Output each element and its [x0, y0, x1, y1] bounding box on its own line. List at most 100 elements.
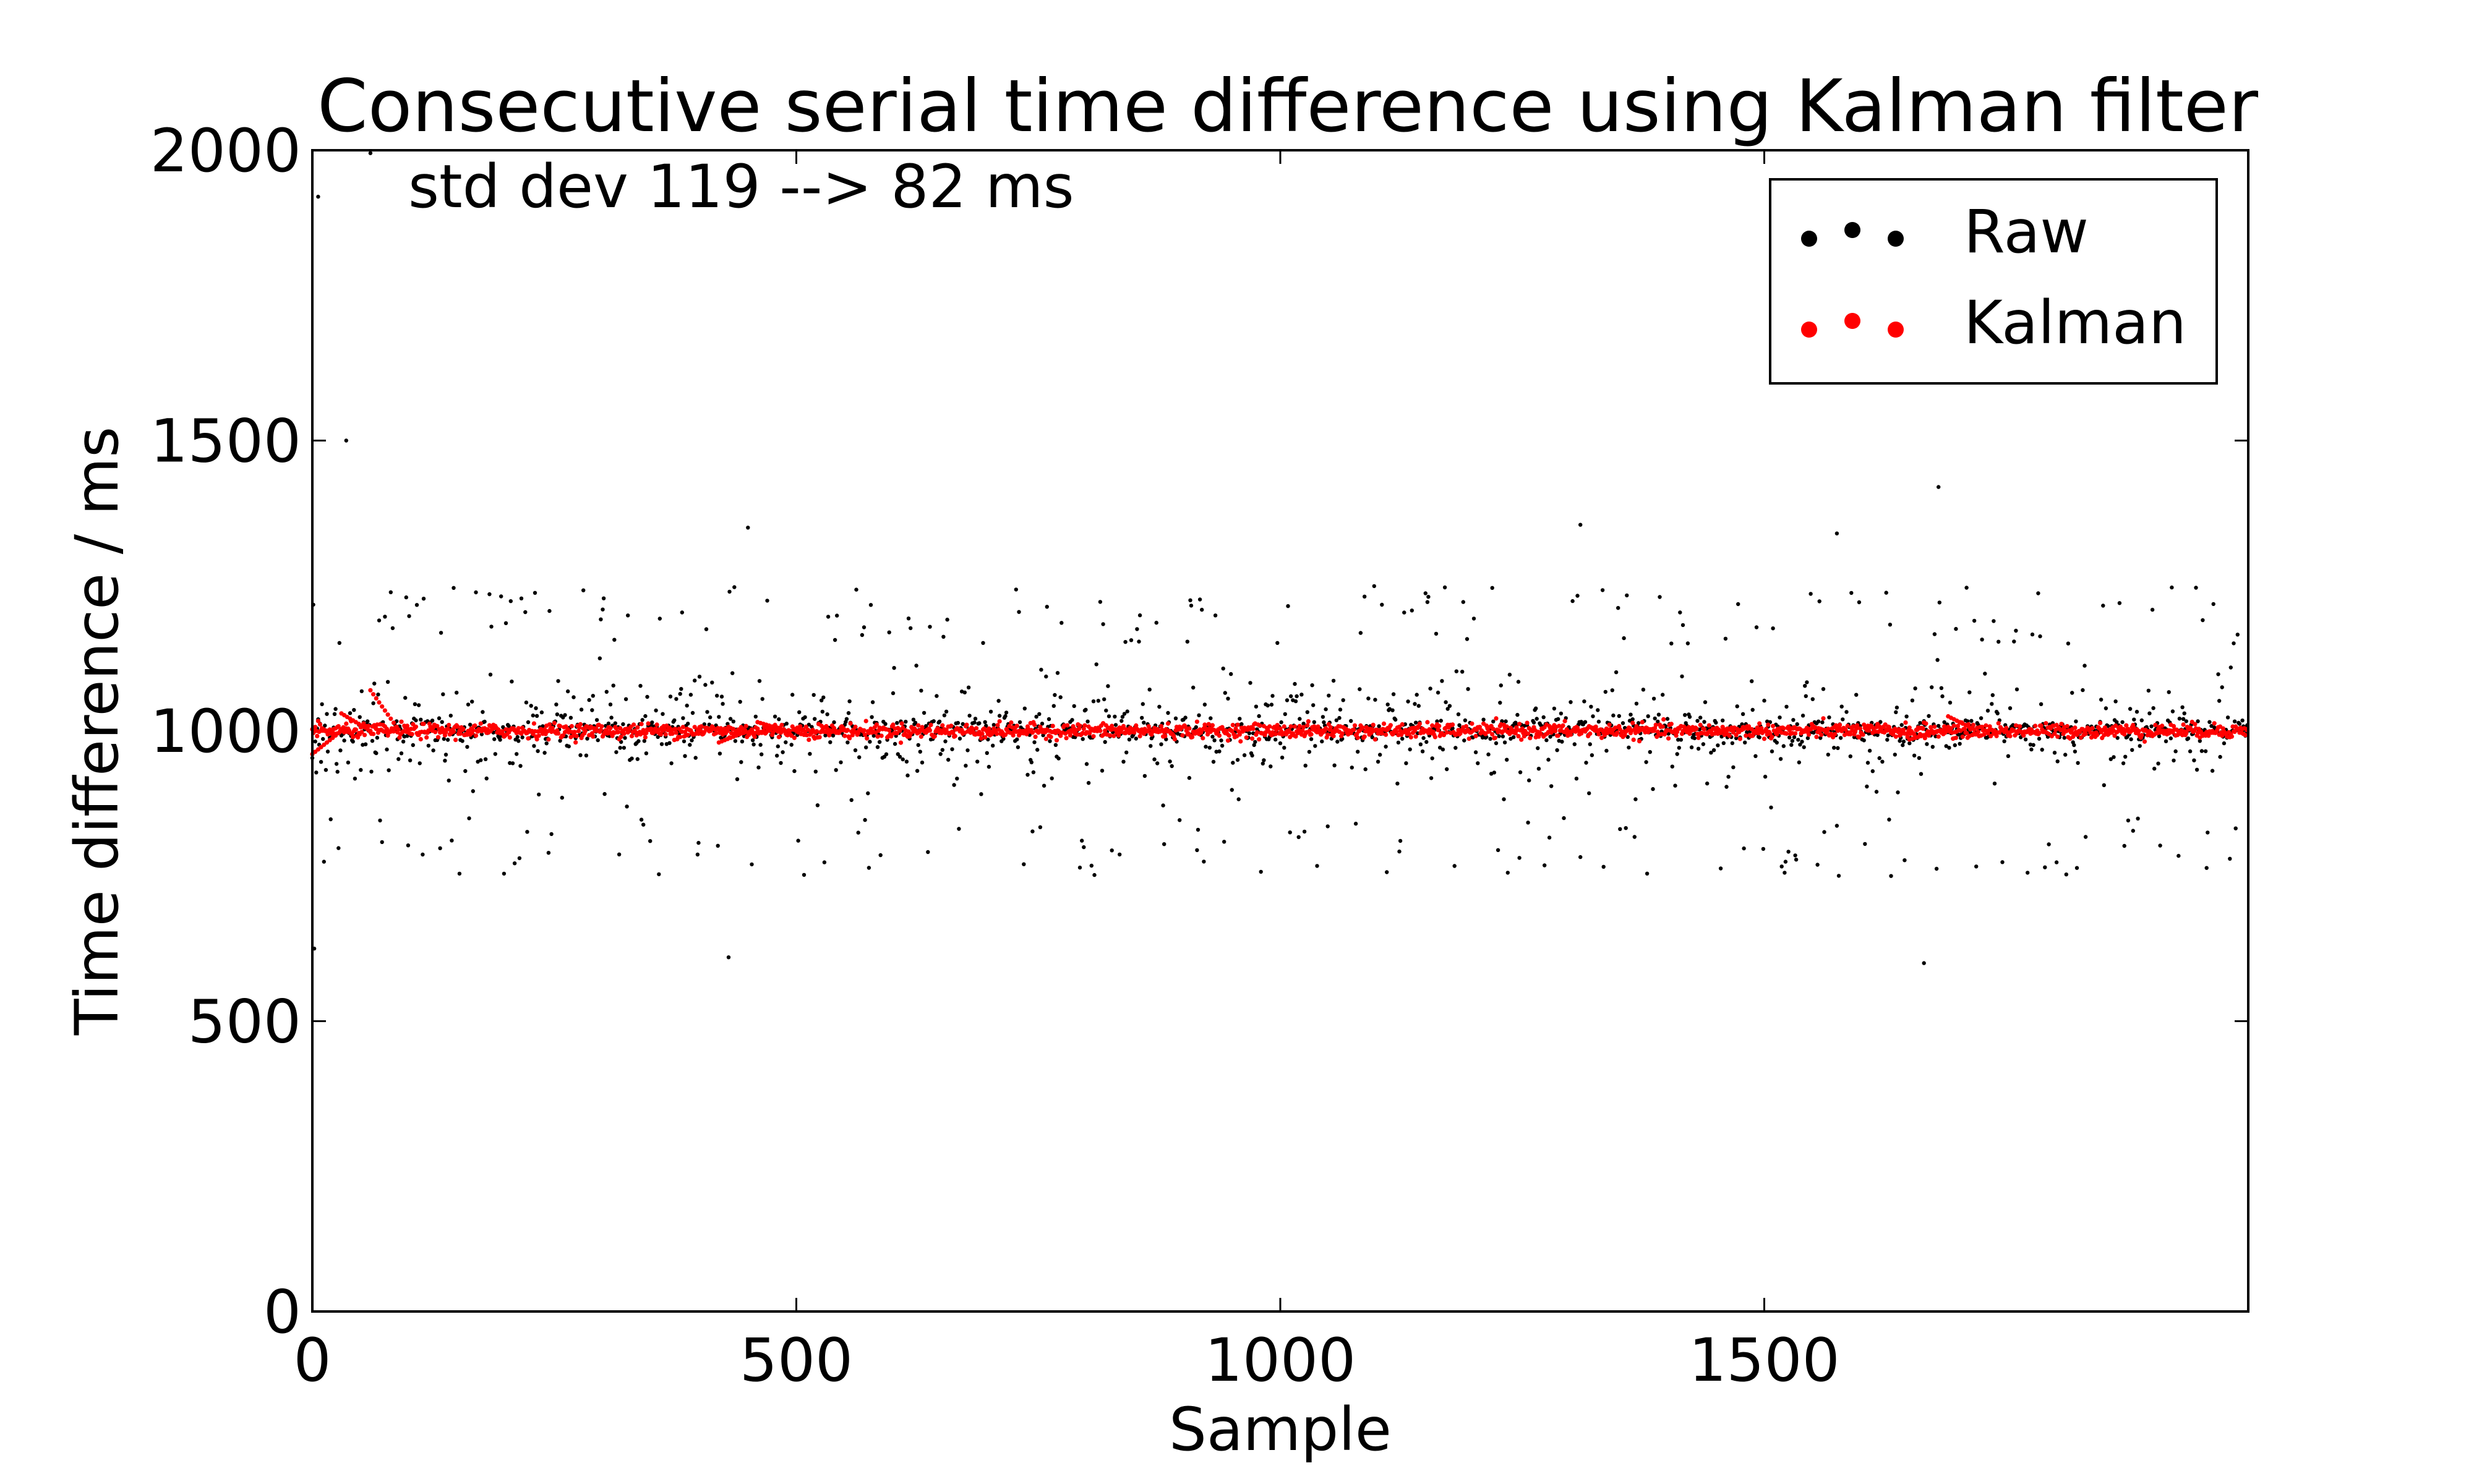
raw-point [784, 722, 789, 726]
raw-point [1770, 749, 1774, 754]
raw-point [825, 712, 829, 717]
raw-point [357, 715, 362, 719]
raw-point [2177, 717, 2182, 721]
raw-point [1870, 769, 1875, 774]
raw-point [2113, 699, 2118, 704]
raw-point [1402, 610, 1406, 615]
raw-point [534, 706, 538, 710]
raw-point [2121, 761, 2126, 765]
raw-point [516, 739, 521, 743]
raw-point [1298, 717, 1302, 721]
raw-point [1884, 591, 1888, 595]
raw-point [966, 685, 971, 690]
raw-point [1711, 748, 1716, 753]
raw-point [1022, 862, 1026, 866]
kalman-point [631, 722, 636, 727]
kalman-point [1008, 730, 1012, 735]
kalman-point [1309, 731, 1314, 737]
raw-point [421, 852, 425, 857]
kalman-point [1653, 722, 1658, 727]
kalman-point [569, 723, 575, 729]
raw-point [2028, 743, 2033, 747]
raw-point [488, 672, 493, 677]
raw-point [1954, 626, 1958, 631]
kalman-point [1202, 722, 1207, 727]
kalman-point [1312, 724, 1317, 729]
raw-point [406, 843, 411, 848]
raw-point [1081, 737, 1085, 741]
raw-point [2218, 754, 2222, 759]
raw-point [1740, 712, 1745, 717]
raw-point [319, 760, 323, 764]
raw-point [1334, 718, 1338, 723]
kalman-point [317, 722, 323, 727]
raw-point [2062, 736, 2066, 740]
raw-point [623, 736, 627, 740]
raw-point [1017, 610, 1021, 614]
kalman-point [1003, 732, 1008, 737]
raw-point [1426, 595, 1431, 599]
raw-point [972, 720, 977, 725]
kalman-point [1901, 727, 1906, 732]
raw-point [1103, 740, 1107, 744]
kalman-point [845, 728, 850, 733]
raw-point [2000, 860, 2005, 864]
kalman-point [1860, 732, 1865, 737]
kalman-point [658, 732, 663, 737]
raw-point [866, 791, 870, 796]
raw-point [1454, 669, 1458, 673]
raw-point [1247, 731, 1252, 736]
raw-point [1502, 797, 1506, 801]
raw-point [1889, 874, 1893, 878]
raw-point [996, 699, 1001, 703]
kalman-point [970, 726, 975, 731]
raw-point [1604, 748, 1609, 753]
kalman-point [725, 728, 730, 733]
raw-point [2188, 749, 2193, 754]
kalman-point [1936, 734, 1941, 739]
kalman-point [776, 735, 781, 740]
raw-point [2026, 871, 2030, 875]
raw-point [442, 736, 446, 741]
kalman-point [1731, 730, 1736, 735]
kalman-point [2078, 735, 2083, 740]
raw-point [1137, 613, 1142, 618]
raw-point [346, 761, 351, 765]
raw-point [2228, 856, 2232, 861]
raw-point [962, 690, 967, 695]
std-dev-annotation: std dev 119 --> 82 ms [408, 152, 1074, 221]
raw-point [1473, 750, 1478, 754]
raw-point [926, 850, 930, 855]
kalman-point [635, 725, 640, 730]
kalman-point [1267, 724, 1272, 729]
raw-point [2151, 706, 2155, 710]
raw-point [1786, 850, 1791, 854]
raw-point [1154, 620, 1158, 625]
kalman-point [1235, 722, 1240, 727]
kalman-point [894, 731, 899, 736]
raw-point [2063, 753, 2068, 757]
kalman-point [1054, 738, 1059, 743]
raw-point [1633, 797, 1638, 801]
raw-point [323, 768, 328, 772]
kalman-point [1087, 731, 1092, 736]
raw-point [2150, 607, 2155, 612]
raw-point [1516, 680, 1521, 684]
raw-point [1282, 746, 1286, 750]
kalman-point [1108, 733, 1113, 738]
raw-point [642, 739, 647, 743]
raw-point [1155, 761, 1160, 765]
raw-point [635, 757, 640, 761]
kalman-point [2021, 733, 2026, 738]
raw-point [1494, 741, 1499, 746]
raw-point [750, 862, 754, 867]
raw-point [1705, 781, 1710, 786]
raw-point [1875, 733, 1880, 737]
raw-point [613, 721, 617, 725]
raw-point [1927, 714, 1931, 719]
kalman-point [2044, 721, 2048, 726]
raw-point [2047, 842, 2051, 846]
raw-point [467, 816, 471, 821]
raw-point [383, 615, 387, 619]
kalman-point [940, 723, 945, 728]
